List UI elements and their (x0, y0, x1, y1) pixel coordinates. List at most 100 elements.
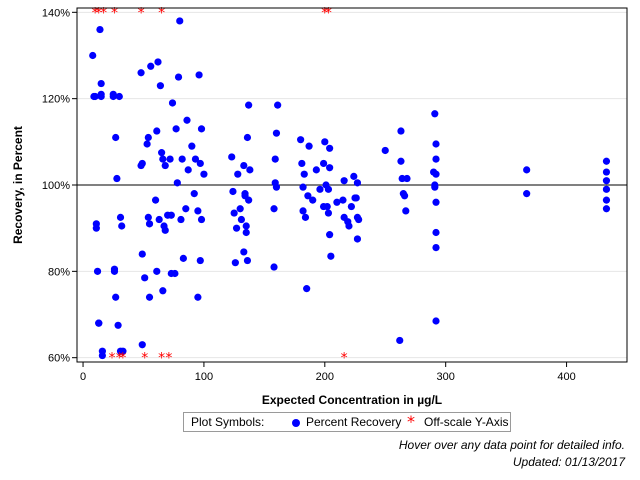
data-point[interactable] (602, 185, 611, 193)
data-point[interactable] (234, 170, 242, 178)
data-point[interactable] (245, 101, 253, 109)
data-point[interactable] (173, 179, 181, 187)
data-point[interactable] (98, 351, 106, 360)
off-scale-marker[interactable]: * (325, 5, 332, 21)
data-point[interactable] (324, 209, 333, 217)
data-point[interactable] (319, 159, 328, 168)
data-point[interactable] (96, 25, 104, 34)
data-point[interactable] (272, 129, 281, 137)
data-point[interactable] (240, 161, 248, 170)
data-point[interactable] (182, 205, 190, 213)
data-point[interactable] (153, 127, 161, 135)
data-point[interactable] (228, 153, 236, 161)
data-point[interactable] (229, 187, 237, 196)
data-point[interactable] (316, 185, 324, 193)
data-point[interactable] (168, 99, 177, 107)
data-point[interactable] (161, 226, 169, 234)
data-point[interactable] (397, 127, 405, 135)
data-point[interactable] (602, 196, 611, 204)
data-point[interactable] (432, 155, 440, 163)
data-point[interactable] (299, 183, 307, 191)
data-point[interactable] (144, 133, 152, 142)
data-point[interactable] (353, 179, 362, 187)
data-point[interactable] (145, 293, 154, 301)
data-point[interactable] (167, 211, 175, 219)
data-point[interactable] (195, 71, 203, 79)
data-point[interactable] (118, 222, 126, 230)
data-point[interactable] (166, 155, 174, 163)
data-point[interactable] (158, 149, 166, 157)
data-point[interactable] (93, 267, 102, 275)
data-point[interactable] (352, 194, 360, 202)
data-point[interactable] (432, 140, 440, 148)
data-point[interactable] (230, 209, 238, 217)
data-point[interactable] (112, 133, 120, 142)
data-point[interactable] (432, 198, 440, 206)
data-point[interactable] (236, 205, 244, 213)
data-point[interactable] (326, 231, 334, 239)
data-point[interactable] (196, 159, 204, 168)
data-point[interactable] (159, 155, 167, 163)
data-point[interactable] (299, 207, 307, 215)
data-point[interactable] (172, 125, 180, 133)
data-point[interactable] (397, 157, 405, 165)
data-point[interactable] (110, 267, 119, 275)
data-point[interactable] (602, 177, 611, 185)
data-point[interactable] (347, 202, 355, 211)
data-point[interactable] (143, 140, 151, 148)
data-point[interactable] (171, 269, 179, 278)
data-point[interactable] (191, 155, 200, 163)
data-point[interactable] (174, 73, 183, 81)
data-point[interactable] (177, 215, 185, 224)
data-point[interactable] (432, 170, 440, 178)
data-point[interactable] (333, 198, 341, 206)
data-point[interactable] (381, 146, 389, 155)
data-point[interactable] (242, 222, 250, 230)
off-scale-marker[interactable]: * (141, 351, 148, 367)
data-point[interactable] (243, 256, 252, 265)
off-scale-marker[interactable]: * (116, 351, 123, 367)
off-scale-marker[interactable]: * (109, 351, 116, 367)
data-point[interactable] (602, 157, 611, 165)
data-point[interactable] (396, 336, 404, 345)
off-scale-marker[interactable]: * (138, 5, 145, 21)
data-point[interactable] (183, 116, 191, 124)
data-point[interactable] (232, 224, 241, 232)
data-point[interactable] (402, 207, 410, 215)
data-point[interactable] (188, 142, 196, 150)
data-point[interactable] (91, 92, 99, 101)
data-point[interactable] (141, 274, 149, 282)
data-point[interactable] (297, 136, 305, 144)
data-point[interactable] (190, 190, 198, 198)
data-point[interactable] (138, 341, 146, 349)
data-point[interactable] (326, 164, 334, 172)
data-point[interactable] (243, 133, 252, 142)
data-point[interactable] (340, 177, 348, 185)
data-point[interactable] (305, 142, 313, 150)
data-point[interactable] (303, 285, 311, 293)
data-point[interactable] (112, 293, 120, 301)
data-point[interactable] (321, 138, 329, 146)
data-point[interactable] (137, 69, 145, 77)
data-point[interactable] (161, 161, 169, 170)
data-point[interactable] (138, 250, 146, 258)
data-point[interactable] (200, 170, 208, 178)
data-point[interactable] (523, 166, 531, 174)
data-point[interactable] (312, 166, 320, 174)
data-point[interactable] (431, 110, 439, 118)
data-point[interactable] (355, 215, 363, 224)
data-point[interactable] (403, 174, 411, 183)
data-point[interactable] (326, 144, 334, 152)
data-point[interactable] (114, 321, 122, 329)
data-point[interactable] (270, 205, 278, 213)
data-point[interactable] (95, 319, 103, 327)
data-point[interactable] (194, 293, 202, 301)
data-point[interactable] (155, 215, 163, 224)
off-scale-marker[interactable]: * (158, 5, 165, 21)
data-point[interactable] (147, 62, 155, 70)
data-point[interactable] (353, 235, 362, 243)
data-point[interactable] (197, 125, 206, 133)
off-scale-marker[interactable]: * (165, 351, 172, 367)
data-point[interactable] (92, 224, 100, 232)
data-point[interactable] (237, 215, 245, 224)
